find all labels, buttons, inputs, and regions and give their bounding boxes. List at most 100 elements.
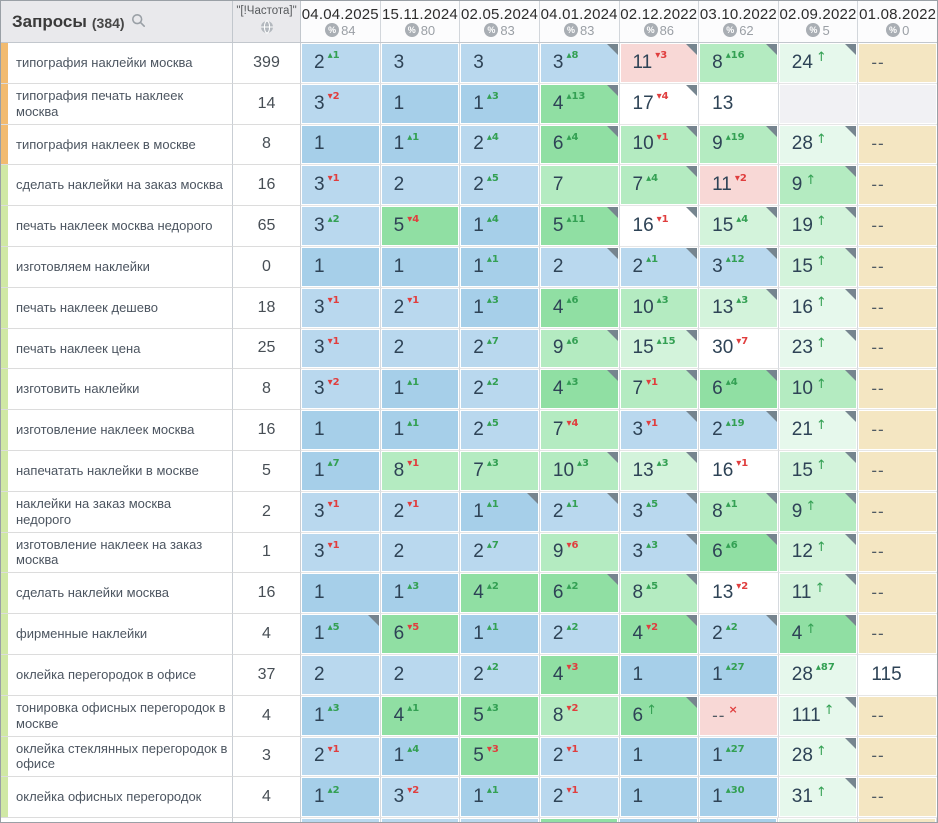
rank-cell[interactable]: -- (858, 736, 937, 778)
rank-cell[interactable]: 1 ▴1 (380, 124, 461, 166)
rank-cell[interactable]: 2 ▴5 (460, 165, 540, 207)
rank-cell[interactable]: 13 ▴3 (619, 450, 700, 492)
rank-cell[interactable]: 4 ▴3 (539, 369, 620, 411)
rank-cell[interactable]: 23 ↑ (778, 328, 859, 370)
rank-cell[interactable]: 3 (380, 43, 461, 84)
rank-cell[interactable]: 15 ↑ (778, 246, 859, 288)
rank-cell[interactable]: 3 ▾1 (301, 287, 381, 329)
keyword-cell[interactable]: изготовляем наклейки (1, 246, 233, 288)
rank-cell[interactable]: 9 ▴6 (539, 328, 620, 370)
rank-cell[interactable]: -- (858, 410, 937, 451)
rank-cell[interactable]: 8 ▴1 (699, 491, 779, 533)
rank-cell[interactable]: 115 (858, 654, 937, 696)
rank-cell[interactable]: 1 ▴5 (301, 614, 381, 655)
rank-cell[interactable]: 1 ▴27 (699, 654, 779, 696)
rank-cell[interactable]: 1 (301, 573, 381, 615)
rank-cell[interactable]: 7 ▴3 (460, 450, 540, 492)
rank-cell[interactable]: 4 ▴13 (539, 83, 620, 125)
rank-cell[interactable]: 7 ▾4 (539, 410, 620, 451)
rank-cell[interactable]: 1 ▴7 (301, 450, 381, 492)
rank-cell[interactable]: 5 ▾3 (460, 736, 540, 778)
rank-cell[interactable]: -- (858, 777, 937, 819)
rank-cell[interactable]: 8 ▴5 (619, 573, 700, 615)
rank-cell[interactable]: 15 ▴15 (619, 328, 700, 370)
rank-cell[interactable]: 8 ▾2 (539, 695, 620, 737)
rank-cell[interactable]: 1 (619, 654, 700, 696)
keyword-cell[interactable]: типография наклеек в москве (1, 124, 233, 166)
rank-cell[interactable]: 10 ↑ (778, 369, 859, 411)
rank-cell[interactable]: 1 ▴1 (460, 614, 540, 655)
rank-cell[interactable]: 1 ▴3 (380, 573, 461, 615)
rank-cell[interactable]: 17 ▾4 (619, 83, 700, 125)
rank-cell[interactable]: -- (858, 369, 937, 411)
rank-cell[interactable]: 13 ▾2 (699, 573, 779, 615)
rank-cell[interactable]: -- × (699, 695, 779, 737)
rank-cell[interactable]: 4 ↑ (778, 614, 859, 655)
rank-cell[interactable]: 2 ▾1 (380, 491, 461, 533)
rank-cell[interactable]: 16 ▾1 (619, 206, 700, 247)
keyword-cell[interactable]: фирменные наклейки (1, 614, 233, 655)
rank-cell[interactable]: 1 ▴1 (460, 491, 540, 533)
rank-cell[interactable]: -- (858, 246, 937, 288)
rank-cell[interactable]: 2 ▴7 (460, 328, 540, 370)
rank-cell[interactable]: 3 ▴2 (301, 206, 381, 247)
rank-cell[interactable]: 2 ▾1 (301, 736, 381, 778)
keyword-cell[interactable]: типография печать наклеек москва (1, 83, 233, 125)
rank-cell[interactable]: -- (858, 614, 937, 655)
rank-cell[interactable]: 2 ▴4 (460, 124, 540, 166)
date-column-header[interactable]: 15.11.2024% 80 (380, 1, 461, 42)
rank-cell[interactable]: 10 ▴3 (619, 287, 700, 329)
rank-cell[interactable]: 2 ▾1 (539, 777, 620, 819)
rank-cell[interactable]: -- (858, 124, 937, 166)
rank-cell[interactable]: 13 (699, 83, 779, 125)
rank-cell[interactable]: -- (858, 43, 937, 84)
keyword-cell[interactable]: печать наклеек москва недорого (1, 206, 233, 247)
keyword-cell[interactable]: изготовить наклейки (1, 369, 233, 411)
rank-cell[interactable]: 1 ▴3 (460, 83, 540, 125)
rank-cell[interactable] (778, 83, 859, 125)
date-column-header[interactable]: 02.12.2022% 86 (619, 1, 700, 42)
rank-cell[interactable]: -- (858, 165, 937, 207)
rank-cell[interactable]: 11 ↑ (778, 573, 859, 615)
rank-cell[interactable]: 2 (380, 532, 461, 574)
rank-cell[interactable]: -- (858, 532, 937, 574)
rank-cell[interactable]: 11 ▾2 (699, 165, 779, 207)
rank-cell[interactable]: 16 ↑ (778, 287, 859, 329)
rank-cell[interactable]: 9 ▴19 (699, 124, 779, 166)
rank-cell[interactable]: 2 ▴7 (460, 532, 540, 574)
rank-cell[interactable]: 2 ▴1 (539, 491, 620, 533)
rank-cell[interactable]: 2 ▴2 (539, 614, 620, 655)
rank-cell[interactable]: 2 ▴1 (619, 246, 700, 288)
rank-cell[interactable]: 10 ▴3 (539, 450, 620, 492)
date-column-header[interactable]: 01.08.2022% 0 (858, 1, 937, 42)
rank-cell[interactable]: 4 ▴6 (539, 287, 620, 329)
rank-cell[interactable]: 7 ▾1 (619, 369, 700, 411)
rank-cell[interactable]: -- (858, 287, 937, 329)
rank-cell[interactable]: 8 ▾1 (380, 450, 461, 492)
rank-cell[interactable]: 4 ▾2 (619, 614, 700, 655)
rank-cell[interactable]: 5 ▾4 (380, 206, 461, 247)
rank-cell[interactable]: 28 ▴87 (778, 654, 859, 696)
rank-cell[interactable]: 13 ▴3 (699, 287, 779, 329)
rank-cell[interactable]: 2 ▴2 (699, 614, 779, 655)
rank-cell[interactable]: 1 (619, 777, 700, 819)
rank-cell[interactable]: 1 ▴3 (301, 695, 381, 737)
rank-cell[interactable]: 1 ▴3 (460, 287, 540, 329)
rank-cell[interactable]: 16 ▾1 (699, 450, 779, 492)
rank-cell[interactable]: 2 ▴2 (460, 369, 540, 411)
rank-cell[interactable]: 2 (301, 654, 381, 696)
rank-cell[interactable]: 3 ▾1 (619, 410, 700, 451)
rank-cell[interactable]: 111 ↑ (778, 695, 859, 737)
date-column-header[interactable]: 02.09.2022% 5 (778, 1, 859, 42)
rank-cell[interactable]: 1 ▴4 (460, 206, 540, 247)
rank-cell[interactable]: 19 ↑ (778, 206, 859, 247)
rank-cell[interactable]: 4 ▾3 (539, 654, 620, 696)
rank-cell[interactable]: 10 ▾1 (619, 124, 700, 166)
rank-cell[interactable]: 1 ▴1 (380, 369, 461, 411)
rank-cell[interactable]: 1 ▴1 (380, 410, 461, 451)
rank-cell[interactable]: 7 ▴4 (619, 165, 700, 207)
rank-cell[interactable]: 11 ▾3 (619, 43, 700, 84)
rank-cell[interactable]: 3 ▾1 (301, 165, 381, 207)
keyword-cell[interactable]: типография наклейки москва (1, 43, 233, 84)
rank-cell[interactable]: 5 ▴3 (460, 695, 540, 737)
